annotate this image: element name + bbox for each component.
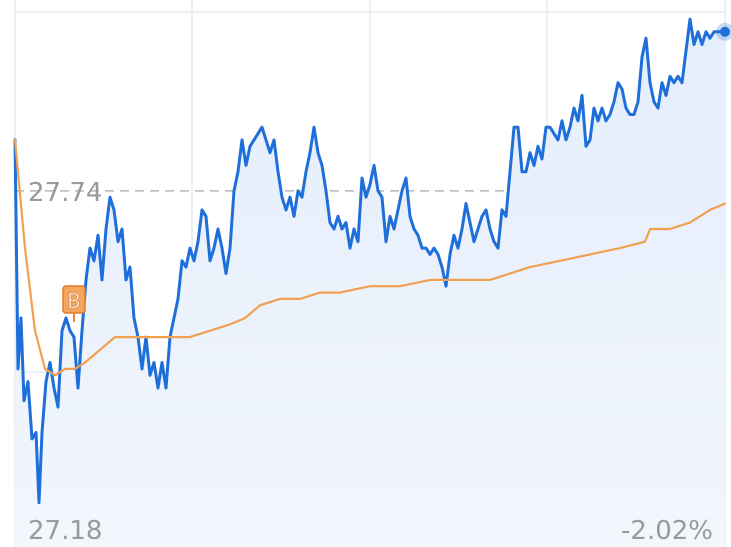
y-tick-label: 27.74 xyxy=(28,178,102,208)
plot: B xyxy=(13,17,731,547)
average-line xyxy=(13,138,727,377)
buy-marker xyxy=(62,285,86,314)
y-tick-label: 27.18 xyxy=(28,516,102,546)
price-line xyxy=(13,17,727,504)
y2-tick-label: -2.02% xyxy=(621,516,713,546)
labels: 27.18 27.74 -2.02% xyxy=(28,178,713,546)
price-area xyxy=(15,19,725,547)
buy-marker-label: B xyxy=(67,289,81,313)
last-point xyxy=(720,26,730,37)
